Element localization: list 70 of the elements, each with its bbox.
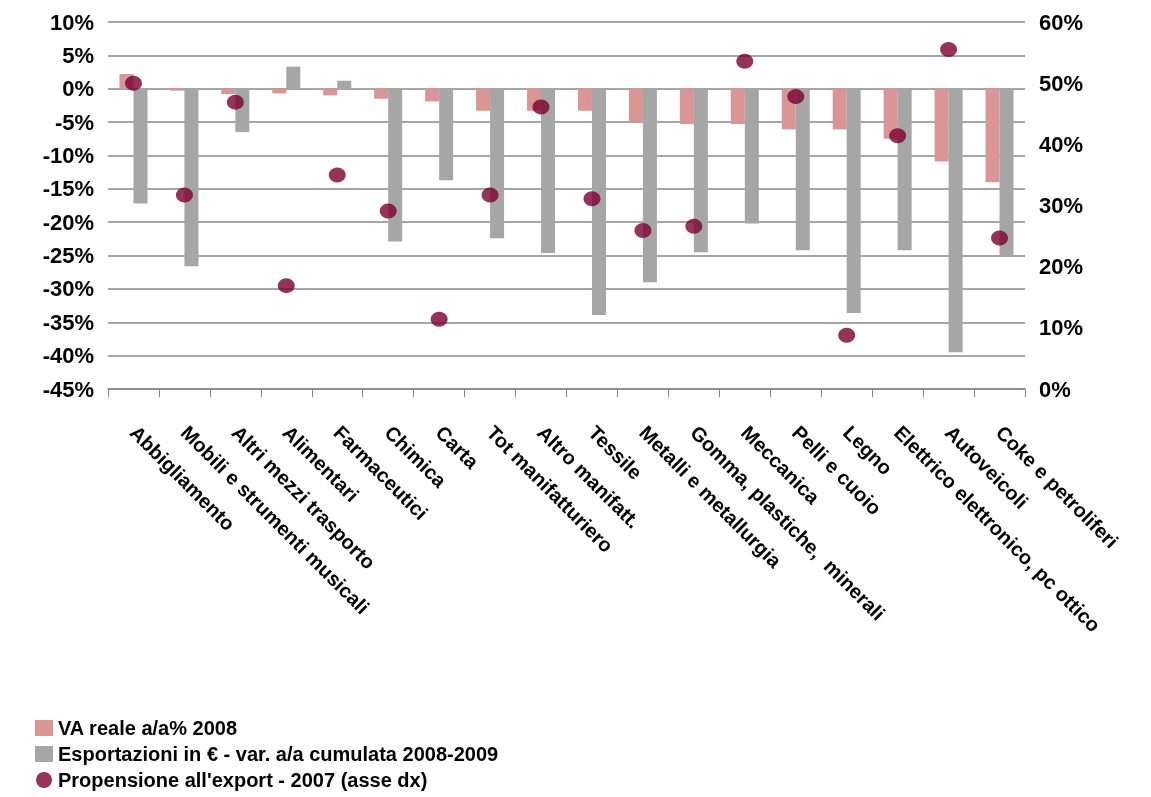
- bar: [388, 88, 403, 242]
- bar: [744, 88, 759, 224]
- bar: [948, 88, 963, 353]
- bar: [730, 88, 745, 125]
- bar: [286, 66, 301, 89]
- bar: [184, 88, 199, 267]
- y-tick-label: -35%: [42, 309, 94, 335]
- point: [787, 89, 805, 105]
- point: [430, 311, 448, 327]
- bar: [374, 88, 389, 99]
- y-tick-label: -5%: [54, 109, 94, 135]
- y-tick-label: -40%: [42, 343, 94, 369]
- point: [175, 187, 193, 203]
- bar: [337, 80, 352, 89]
- y2-tick-label: 60%: [1039, 9, 1084, 35]
- bar: [591, 88, 606, 315]
- y-tick-label: 0%: [62, 76, 94, 102]
- bar: [541, 88, 556, 253]
- point: [889, 128, 907, 144]
- bar: [846, 88, 861, 313]
- y2-tick-label: 10%: [1039, 315, 1084, 341]
- bar: [679, 88, 694, 125]
- y2-tick-label: 0%: [1039, 376, 1071, 402]
- point: [583, 191, 601, 207]
- y-tick-label: 10%: [49, 9, 94, 35]
- bar: [628, 88, 643, 123]
- bar: [832, 88, 847, 130]
- y-tick-label: -25%: [42, 243, 94, 269]
- point: [124, 75, 142, 91]
- point: [736, 53, 754, 69]
- bar: [693, 88, 708, 253]
- bar: [934, 88, 949, 162]
- y-tick-label: -10%: [42, 142, 94, 168]
- bar: [133, 88, 148, 204]
- point: [481, 187, 499, 203]
- y-tick-label: -45%: [42, 376, 94, 402]
- bar: [476, 88, 491, 111]
- bar: [999, 88, 1014, 257]
- bar: [577, 88, 592, 111]
- bar: [170, 88, 185, 91]
- point: [838, 327, 856, 343]
- bar: [642, 88, 657, 283]
- y-tick-label: -20%: [42, 209, 94, 235]
- bar: [490, 88, 505, 239]
- legend-label: VA reale a/a% 2008: [58, 717, 238, 739]
- point: [991, 230, 1009, 246]
- y2-tick-label: 40%: [1039, 131, 1084, 157]
- y2-tick-label: 30%: [1039, 193, 1084, 218]
- point: [685, 218, 703, 234]
- y-tick-label: -15%: [42, 176, 94, 202]
- bar: [795, 88, 810, 251]
- point: [634, 223, 652, 239]
- y-tick-label: 5%: [62, 42, 94, 68]
- point: [226, 94, 244, 110]
- bar: [897, 88, 912, 251]
- legend-label: Esportazioni in € - var. a/a cumulata 2008-2009: [58, 743, 499, 765]
- bar: [221, 88, 236, 95]
- legend-label: Propensione all'export - 2007 (asse dx): [58, 769, 428, 791]
- y-tick-label: -30%: [42, 276, 94, 302]
- bar: [439, 88, 454, 181]
- y2-tick-label: 20%: [1039, 254, 1084, 280]
- y2-tick-label: 50%: [1039, 70, 1084, 96]
- bar: [985, 88, 1000, 183]
- point: [277, 278, 295, 294]
- point: [328, 167, 346, 183]
- point: [940, 42, 958, 58]
- bar: [425, 88, 440, 102]
- point: [379, 203, 397, 219]
- point: [532, 99, 550, 115]
- bar: [323, 88, 338, 96]
